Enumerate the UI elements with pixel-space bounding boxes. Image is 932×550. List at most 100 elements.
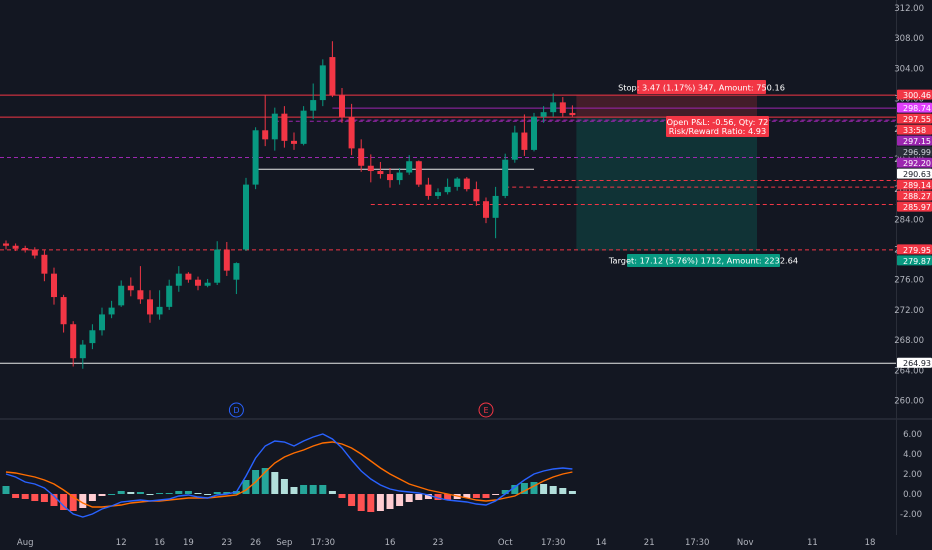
macd-hist-bar bbox=[21, 494, 29, 499]
macd-hist-bar bbox=[415, 494, 423, 500]
event-marker-label: E bbox=[483, 406, 488, 415]
price-label-text: 264.93 bbox=[903, 359, 931, 368]
macd-hist-bar bbox=[444, 494, 452, 500]
macd-hist-bar bbox=[492, 494, 500, 495]
macd-hist-bar bbox=[559, 488, 567, 494]
candle-body bbox=[291, 140, 297, 144]
candle-body bbox=[3, 243, 9, 246]
price-label-box bbox=[897, 244, 932, 255]
candle-body bbox=[51, 273, 57, 298]
candle-body bbox=[358, 148, 365, 166]
macd-signal-line bbox=[5, 441, 573, 508]
macd-hist-bar bbox=[40, 494, 48, 502]
price-label-text: 33:58 bbox=[903, 126, 926, 135]
price-label-box bbox=[897, 201, 932, 212]
candle-body bbox=[214, 249, 221, 283]
event-marker[interactable] bbox=[228, 402, 244, 418]
candle-body bbox=[147, 299, 153, 315]
macd-hist-bar bbox=[223, 492, 231, 494]
stop-zone[interactable] bbox=[576, 95, 757, 118]
macd-hist-bar bbox=[511, 485, 519, 494]
time-tick-label: Oct bbox=[498, 538, 513, 548]
macd-hist-bar bbox=[348, 494, 356, 506]
macd-hist-bar bbox=[165, 493, 173, 494]
price-label-box bbox=[897, 190, 932, 201]
macd-hist-bar bbox=[549, 486, 557, 494]
candle-body bbox=[185, 273, 192, 280]
macd-hist-bar bbox=[60, 494, 68, 510]
macd-hist-bar bbox=[127, 492, 135, 494]
candle-body bbox=[406, 161, 413, 173]
target-zone[interactable] bbox=[576, 117, 757, 251]
candle-body bbox=[262, 130, 269, 140]
macd-hist-bar bbox=[309, 485, 317, 494]
svg-text:Risk/Reward Ratio: 4.93: Risk/Reward Ratio: 4.93 bbox=[669, 126, 766, 136]
candle-body bbox=[473, 189, 480, 202]
candle-body bbox=[415, 161, 422, 185]
position-zone[interactable] bbox=[576, 95, 757, 251]
price-label-text: 290.63 bbox=[903, 170, 931, 179]
candle-body bbox=[166, 285, 173, 307]
price-tick-label: 276.00 bbox=[894, 276, 924, 286]
candle-body bbox=[233, 263, 240, 280]
macd-hist-bar bbox=[540, 484, 548, 494]
candle-body bbox=[60, 297, 67, 325]
candle-body bbox=[41, 254, 48, 274]
candle-body bbox=[310, 100, 317, 111]
candle-body bbox=[339, 95, 345, 118]
candle-body bbox=[550, 102, 557, 113]
candle-body bbox=[12, 245, 19, 249]
stop-label[interactable]: Stop: 3.47 (1.17%) 347, Amount: 750.16 bbox=[618, 80, 785, 94]
macd-hist-bar bbox=[328, 491, 336, 494]
time-tick-label: 18 bbox=[865, 538, 876, 548]
svg-text:Open P&L: -0.56, Qty: 72: Open P&L: -0.56, Qty: 72 bbox=[667, 117, 769, 127]
macd-tick-label: 6.00 bbox=[903, 430, 922, 440]
pnl-label[interactable]: Open P&L: -0.56, Qty: 72 Risk/Reward Rat… bbox=[666, 116, 769, 137]
time-tick-label: 16 bbox=[385, 538, 396, 548]
price-label-text: 297.15 bbox=[903, 137, 931, 146]
macd-hist-bar bbox=[194, 493, 202, 494]
candle-body bbox=[319, 65, 326, 101]
macd-hist-bar bbox=[338, 494, 346, 498]
macd-hist-bar bbox=[79, 494, 87, 508]
time-tick-label: 23 bbox=[433, 538, 444, 548]
macd-hist-bar bbox=[405, 494, 413, 502]
candle-body bbox=[281, 113, 288, 141]
time-tick-label: Sep bbox=[276, 538, 292, 548]
candle-body bbox=[569, 112, 576, 116]
price-label-box bbox=[897, 157, 932, 168]
candle-body bbox=[31, 249, 38, 256]
target-label[interactable]: Target: 17.12 (5.76%) 1712, Amount: 2232… bbox=[608, 254, 798, 267]
candle-body bbox=[89, 330, 96, 344]
macd-hist-bar bbox=[117, 491, 125, 494]
price-tick-label: 284.00 bbox=[894, 215, 924, 225]
candle-body bbox=[70, 324, 77, 359]
price-label-text: 296.99 bbox=[903, 148, 931, 157]
position-labels[interactable]: Stop: 3.47 (1.17%) 347, Amount: 750.16 O… bbox=[608, 80, 798, 267]
macd-hist-bar bbox=[472, 494, 480, 498]
candle-body bbox=[435, 192, 441, 196]
candle-body bbox=[559, 102, 566, 113]
candle-body bbox=[377, 171, 384, 175]
macd-hist-bar bbox=[482, 494, 490, 498]
macd-hist-bar bbox=[31, 494, 39, 501]
price-label-text: 288.27 bbox=[903, 192, 931, 201]
macd-hist-bar bbox=[300, 485, 308, 494]
horizontal-lines[interactable] bbox=[0, 94, 896, 364]
macd-hist-bar bbox=[88, 494, 96, 501]
event-marker[interactable] bbox=[478, 402, 494, 418]
macd-hist-bar bbox=[146, 494, 154, 495]
macd-hist-bar bbox=[2, 486, 10, 494]
candle-body bbox=[175, 273, 182, 286]
macd-hist-bar bbox=[319, 485, 327, 494]
candle-body bbox=[118, 285, 125, 306]
macd-hist-bar bbox=[271, 472, 279, 494]
candle-body bbox=[300, 110, 307, 144]
macd-hist-bar bbox=[12, 494, 20, 498]
price-label-box bbox=[897, 102, 932, 113]
price-tick-label: 268.00 bbox=[894, 336, 924, 346]
macd-hist-bar bbox=[396, 494, 404, 506]
macd-hist-bar bbox=[108, 494, 116, 495]
candle-body bbox=[79, 344, 86, 359]
